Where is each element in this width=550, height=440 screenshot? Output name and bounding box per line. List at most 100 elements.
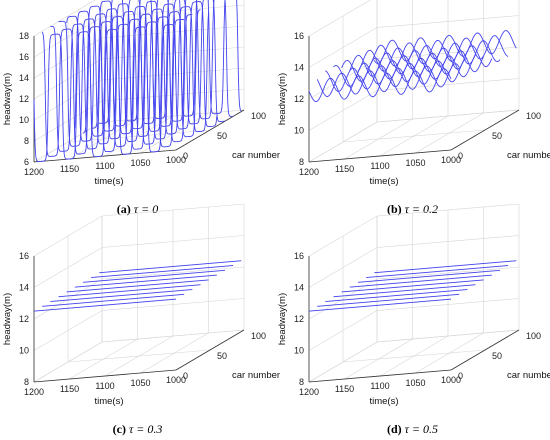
p2-time-tick-4: 1200 [24,387,44,397]
caption-d-label: (d) [386,422,402,436]
p0-car-tick-0: 0 [183,151,188,161]
caption-a-label: (a) [116,202,131,216]
p0-series-car-84 [91,0,234,129]
caption-a: (a) τ = 0 [0,202,275,217]
p2-series-car-24 [50,289,193,302]
p0-headway-tick-0: 6 [24,157,29,167]
panel-c: 1000 1050 1100 1150 1200 0 50 100 8 10 12 14 16 time(… [0,203,280,440]
p2-time-tick-2: 1100 [95,381,114,391]
caption-c-label: (c) [112,422,126,436]
p1-grid [308,0,520,163]
p3-time-axis-label: time(s) [369,396,398,407]
panel-a: 1000 1050 1100 1150 1200 0 50 100 6 8 10 12 14 16 18 ti… [0,0,280,220]
p0-time-axis-label: time(s) [94,176,123,187]
panel-b: 1000 1050 1100 1150 1200 0 50 100 8 10 12 14 16 time(… [275,0,550,220]
p0-time-tick-3: 1150 [60,164,79,174]
caption-b: (b) τ = 0.2 [275,202,550,217]
p2-time-axis-label: time(s) [94,396,123,407]
p2-grid-z-1 [33,298,245,351]
p0-headway-tick-3: 12 [19,94,29,104]
p2-time-tick-3: 1150 [60,384,79,394]
p0-ticks: 1000 1050 1100 1150 1200 0 50 100 6 8 10 12 14 16 18 [19,31,266,177]
caption-d: (d) τ = 0.5 [275,422,550,437]
p1-headway-tick-0: 8 [299,157,304,167]
chart-a: 1000 1050 1100 1150 1200 0 50 100 6 8 10 12 14 16 18 ti… [2,0,280,187]
p1-time-tick-1: 1050 [405,158,425,168]
p0-time-tick-2: 1100 [95,161,114,171]
p2-time-tick-1: 1050 [130,378,150,388]
p1-headway-axis-label: headway(m) [277,73,288,125]
p3-time-tick-0: 1000 [441,375,461,385]
p2-car-axis-label: car number [232,370,280,381]
p1-ticks: 1000 1050 1100 1150 1200 0 50 100 8 10 12 14 16 [294,31,541,177]
p1-series-car-72 [357,40,501,72]
p2-series [33,260,242,312]
p1-grid-z-4 [308,0,371,37]
p2-car-tick-0: 0 [183,371,188,381]
p2-headway-tick-3: 14 [19,283,29,293]
p2-headway-axis-label: headway(m) [2,293,13,345]
p1-series-car-12 [316,63,460,97]
p2-car-tick-1: 50 [217,351,227,361]
p2-time-axis-line [33,369,177,383]
p0-grid-z-1 [33,88,245,142]
p2-grid-z-0 [33,329,245,383]
p1-car-tick-1: 50 [492,131,502,141]
p1-time-tick-0: 1000 [441,155,461,165]
p2-series-car-60 [74,274,217,288]
p3-car-tick-0: 0 [458,371,463,381]
p1-grid-floor-c-1 [342,129,486,143]
p3-headway-tick-0: 8 [299,377,304,387]
p3-grid-z-2 [308,266,520,320]
p3-series-car-36 [333,284,476,298]
p1-car-tick-2: 100 [526,111,541,121]
p1-time-tick-3: 1150 [335,164,354,174]
p2-car-tick-2: 100 [251,331,266,341]
panel-d: 1000 1050 1100 1150 1200 0 50 100 8 10 12 14 16 time(… [275,203,550,440]
p0-grid-z-0 [33,109,245,163]
p1-series-car-24 [325,58,468,92]
p1-headway-tick-3: 14 [294,63,304,73]
p2-grid-z-3 [33,235,245,288]
p2-series-car-84 [91,265,234,278]
p3-time-tick-3: 1150 [335,384,354,394]
p0-time-tick-4: 1200 [24,167,44,177]
p3-grid-z-4 [308,203,520,257]
p3-headway-tick-4: 16 [294,251,304,261]
p3-time-tick-4: 1200 [299,387,319,397]
p1-headway-tick-1: 10 [294,126,304,136]
p0-headway-tick-5: 16 [19,52,29,62]
p1-time-tick-4: 1200 [299,167,319,177]
p2-series-car-36 [58,284,201,298]
p1-time-axis-label: time(s) [369,176,398,187]
p3-series-car-24 [325,289,468,302]
p3-car-axis-label: car number [507,370,550,381]
p0-series [33,0,242,162]
p3-series [308,260,517,312]
p0-time-tick-0: 1000 [166,155,186,165]
p3-series-car-96 [374,260,517,274]
p1-car-axis-label: car number [507,150,550,161]
p3-car-tick-2: 100 [526,331,541,341]
p0-car-axis-label: car number [232,150,280,161]
p3-axes [308,256,520,383]
p3-car-axis-line [450,329,520,371]
p3-headway-axis-label: headway(m) [277,293,288,345]
p1-grid-z-0 [308,109,520,163]
p3-headway-tick-3: 14 [294,283,304,293]
p0-series-car-72 [82,0,226,134]
p0-series-car-0 [33,24,177,162]
p3-series-car-0 [308,298,452,312]
p0-headway-tick-6: 18 [19,31,29,41]
p3-time-tick-1: 1050 [405,378,425,388]
p3-series-car-84 [366,265,509,278]
p2-grid [33,203,245,383]
p0-headway-axis-label: headway(m) [2,73,13,125]
p2-series-car-96 [99,260,242,274]
p2-series-car-48 [66,279,209,293]
p3-time-axis-line [308,369,452,383]
p1-grid-z-1 [308,78,520,131]
p1-series-car-96 [373,30,517,64]
chart-c: 1000 1050 1100 1150 1200 0 50 100 8 10 12 14 16 time(… [2,203,280,407]
p3-car-tick-1: 50 [492,351,502,361]
